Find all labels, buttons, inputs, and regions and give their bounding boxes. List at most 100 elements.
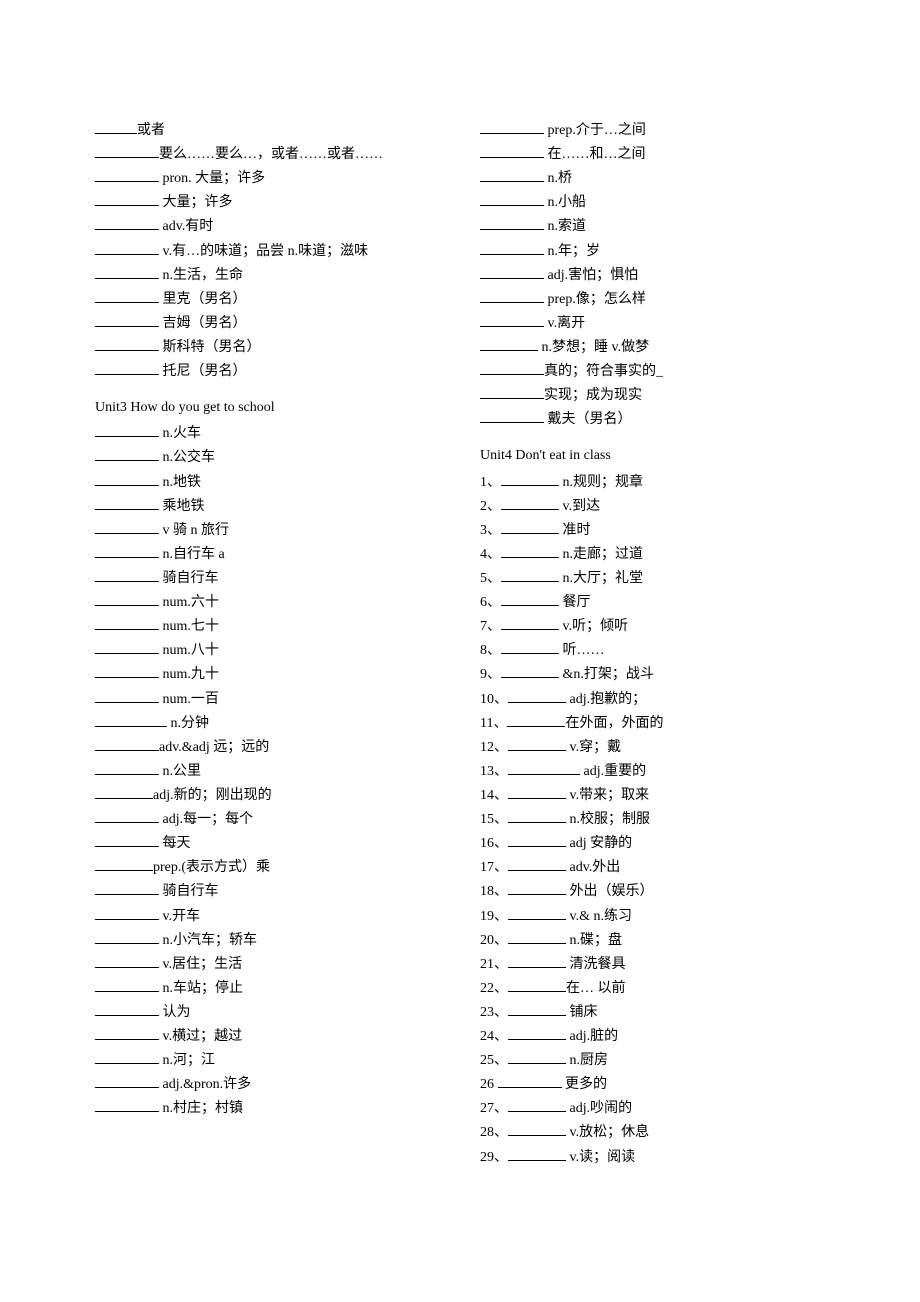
vocab-entry: v.开车 <box>95 906 440 928</box>
fill-blank <box>95 473 159 486</box>
entry-number: 10、 <box>480 692 508 707</box>
entry-text: adv.&adj 远；远的 <box>159 740 269 755</box>
fill-blank <box>95 338 159 351</box>
fill-blank <box>508 859 566 872</box>
fill-blank <box>95 545 159 558</box>
fill-blank <box>95 314 159 327</box>
vocab-entry: 4、 n.走廊；过道 <box>480 544 825 566</box>
entry-text: 吉姆（男名） <box>159 316 247 331</box>
entry-number: 29、 <box>480 1150 508 1165</box>
entry-text: 准时 <box>559 523 591 538</box>
entry-number: 20、 <box>480 933 508 948</box>
entry-text: n.年；岁 <box>544 244 600 259</box>
entry-text: adj.每一；每个 <box>159 812 253 827</box>
entry-number: 4、 <box>480 547 501 562</box>
fill-blank <box>480 242 544 255</box>
vocab-entry: v 骑 n 旅行 <box>95 520 440 542</box>
entry-number: 25、 <box>480 1053 508 1068</box>
fill-blank <box>480 121 544 134</box>
vocab-entry: 戴夫（男名） <box>480 409 825 431</box>
entry-text: 里克（男名） <box>159 292 247 307</box>
entry-number: 1、 <box>480 475 501 490</box>
fill-blank <box>95 931 159 944</box>
fill-blank <box>95 835 159 848</box>
vocab-entry: v.离开 <box>480 313 825 335</box>
vocab-entry: 16、 adj 安静的 <box>480 833 825 855</box>
vocab-entry: adv.&adj 远；远的 <box>95 737 440 759</box>
entry-text: v.横过；越过 <box>159 1029 242 1044</box>
entry-text: 戴夫（男名） <box>544 412 632 427</box>
fill-blank <box>480 170 544 183</box>
entry-text: v.开车 <box>159 909 200 924</box>
entry-text: 托尼（男名） <box>159 364 247 379</box>
fill-blank <box>501 473 559 486</box>
entry-text: adv.有时 <box>159 219 213 234</box>
fill-blank <box>508 786 566 799</box>
fill-blank <box>95 242 159 255</box>
vocab-entry: 里克（男名） <box>95 289 440 311</box>
fill-blank <box>95 121 137 134</box>
fill-blank <box>508 931 566 944</box>
vocab-entry: 26 更多的 <box>480 1074 825 1096</box>
fill-blank <box>95 363 159 376</box>
fill-blank <box>95 810 159 823</box>
entry-text: 大量；许多 <box>159 195 233 210</box>
fill-blank <box>501 521 559 534</box>
entry-text: 在… 以前 <box>566 981 626 996</box>
entry-number: 14、 <box>480 788 508 803</box>
vocab-entry: 29、 v.读；阅读 <box>480 1147 825 1169</box>
entry-text: v.放松；休息 <box>566 1125 649 1140</box>
vocab-entry: prep.像；怎么样 <box>480 289 825 311</box>
entry-text: 外出（娱乐） <box>566 884 654 899</box>
entry-text: adj.抱歉的； <box>566 692 646 707</box>
fill-blank <box>508 1100 566 1113</box>
fill-blank <box>507 714 565 727</box>
fill-blank <box>95 883 159 896</box>
entry-text: v.带来；取来 <box>566 788 649 803</box>
fill-blank <box>508 1052 566 1065</box>
vocab-entry: v.横过；越过 <box>95 1026 440 1048</box>
fill-blank <box>501 642 559 655</box>
fill-blank <box>498 1076 562 1089</box>
fill-blank <box>95 618 159 631</box>
vocab-entry: 托尼（男名） <box>95 361 440 383</box>
entry-text: n.梦想；睡 v.做梦 <box>538 340 649 355</box>
entry-text: v.听；倾听 <box>559 619 628 634</box>
entry-number: 13、 <box>480 764 508 779</box>
entry-number: 17、 <box>480 860 508 875</box>
fill-blank <box>480 411 544 424</box>
vocab-entry: n.桥 <box>480 168 825 190</box>
vocab-entry: adj.害怕；惧怕 <box>480 265 825 287</box>
entry-number: 24、 <box>480 1029 508 1044</box>
entry-text: n.大厅；礼堂 <box>559 571 643 586</box>
entry-text: prep.介于…之间 <box>544 123 646 138</box>
fill-blank <box>95 1027 159 1040</box>
vocab-entry: 27、 adj.吵闹的 <box>480 1098 825 1120</box>
vocab-entry: 22、 在… 以前 <box>480 978 825 1000</box>
entry-text: n.桥 <box>544 171 572 186</box>
left-column: 或者要么……要么…，或者……或者…… pron. 大量；许多 大量；许多 adv… <box>95 120 440 1171</box>
fill-blank <box>480 338 538 351</box>
entry-text: adj.新的；刚出现的 <box>153 788 272 803</box>
entry-text: num.六十 <box>159 595 219 610</box>
entry-text: n.规则；规章 <box>559 475 643 490</box>
vocab-entry: n.公里 <box>95 761 440 783</box>
entry-number: 22、 <box>480 981 508 996</box>
fill-blank <box>95 497 159 510</box>
vocab-entry: 吉姆（男名） <box>95 313 440 335</box>
entry-text: 实现；成为现实 <box>544 388 642 403</box>
fill-blank <box>95 738 159 751</box>
unit4-title: Unit4 Don't eat in class <box>480 445 825 467</box>
fill-blank <box>95 569 159 582</box>
fill-blank <box>95 449 159 462</box>
vocab-entry: adv.有时 <box>95 216 440 238</box>
vocab-entry: 2、 v.到达 <box>480 496 825 518</box>
entry-text: 斯科特（男名） <box>159 340 261 355</box>
entry-text: adj.脏的 <box>566 1029 618 1044</box>
vocab-entry: 13、 adj.重要的 <box>480 761 825 783</box>
fill-blank <box>480 314 544 327</box>
vocab-entry: 18、 外出（娱乐） <box>480 881 825 903</box>
fill-blank <box>95 218 159 231</box>
vocab-entry: 11、在外面，外面的 <box>480 713 825 735</box>
entry-number: 26 <box>480 1077 498 1092</box>
